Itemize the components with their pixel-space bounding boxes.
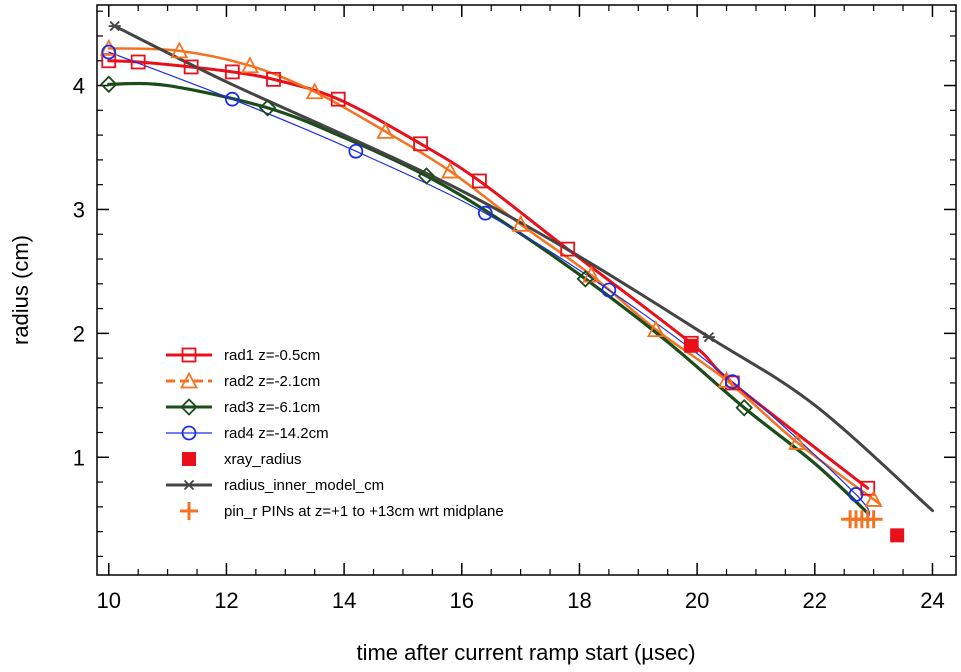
- x-tick-label: 18: [567, 588, 591, 613]
- data-point-0: [860, 480, 876, 496]
- data-point-6: [864, 510, 883, 529]
- legend-label: rad2 z=-2.1cm: [224, 373, 320, 390]
- series-line-1: [107, 47, 881, 505]
- data-point-1: [646, 320, 665, 338]
- data-point-1: [441, 161, 460, 179]
- x-tick-label: 10: [97, 588, 121, 613]
- legend-marker: [182, 452, 196, 466]
- y-axis-title: radius (cm): [8, 235, 33, 345]
- data-point-1: [240, 56, 259, 74]
- data-point-1: [376, 121, 395, 139]
- series-line-2: [107, 81, 870, 515]
- data-point-1: [170, 41, 189, 59]
- asterisk-stroke: [183, 479, 195, 491]
- asterisk-stroke: [109, 20, 120, 32]
- data-point-0: [413, 136, 428, 152]
- y-tick-label: 3: [73, 197, 85, 222]
- data-point-2: [576, 270, 595, 288]
- data-point-0: [330, 91, 346, 107]
- data-point-5: [702, 331, 715, 343]
- data-point-1: [864, 490, 883, 507]
- x-tick-label: 14: [332, 588, 356, 613]
- data-point-3: [101, 44, 117, 60]
- legend-label: xray_radius: [224, 451, 302, 468]
- series-line-0: [107, 59, 870, 490]
- legend-label: pin_r PINs at z=+1 to +13cm wrt midplane: [224, 503, 504, 520]
- data-point-1: [305, 82, 324, 100]
- data-point-1: [717, 371, 736, 388]
- data-point-3: [725, 374, 740, 390]
- data-point-0: [130, 54, 146, 70]
- y-tick-label: 2: [73, 321, 85, 346]
- legend-marker: [183, 479, 195, 491]
- x-tick-label: 22: [803, 588, 827, 613]
- data-point-4: [890, 528, 905, 543]
- legend-marker: [180, 398, 198, 416]
- data-point-2: [99, 75, 118, 94]
- legend-label: rad3 z=-6.1cm: [224, 399, 320, 416]
- legend: rad1 z=-0.5cm rad2 z=-2.1cm rad3 z=-6.1cm r…: [166, 347, 504, 520]
- data-point-0: [560, 241, 576, 257]
- series-line-5: [113, 24, 934, 513]
- data-point-3: [477, 205, 493, 221]
- series-markers: [99, 20, 905, 543]
- x-axis-title: time after current ramp start (µsec): [356, 640, 695, 665]
- y-tick-label: 1: [73, 445, 85, 470]
- series-line-3: [108, 51, 871, 520]
- legend-marker: [179, 371, 199, 389]
- asterisk-stroke: [703, 331, 715, 343]
- data-point-3: [224, 91, 240, 107]
- legend-marker: [180, 502, 198, 520]
- data-point-1: [788, 433, 807, 450]
- data-point-2: [735, 398, 753, 417]
- data-point-3: [848, 487, 864, 502]
- series-lines: [107, 24, 934, 520]
- legend-label: rad4 z=-14.2cm: [224, 425, 329, 442]
- x-tick-label: 16: [450, 588, 474, 613]
- data-point-0: [472, 173, 487, 189]
- legend-label: radius_inner_model_cm: [224, 477, 384, 494]
- legend-marker: [181, 347, 197, 363]
- x-tick-label: 20: [685, 588, 709, 613]
- data-point-2: [417, 167, 436, 185]
- data-point-1: [511, 214, 530, 232]
- y-tick-label: 4: [73, 74, 85, 99]
- data-point-0: [266, 71, 281, 87]
- data-point-4: [684, 338, 699, 353]
- legend-label: rad1 z=-0.5cm: [224, 347, 320, 364]
- plot-frame: [96, 4, 957, 576]
- data-point-0: [224, 64, 240, 80]
- legend-marker: [181, 425, 197, 441]
- x-tick-label: 12: [214, 588, 238, 613]
- data-point-3: [348, 143, 364, 159]
- data-point-3: [601, 282, 617, 298]
- x-tick-label: 24: [920, 588, 944, 613]
- data-point-5: [108, 20, 121, 32]
- data-point-0: [183, 59, 199, 75]
- data-point-2: [258, 99, 277, 117]
